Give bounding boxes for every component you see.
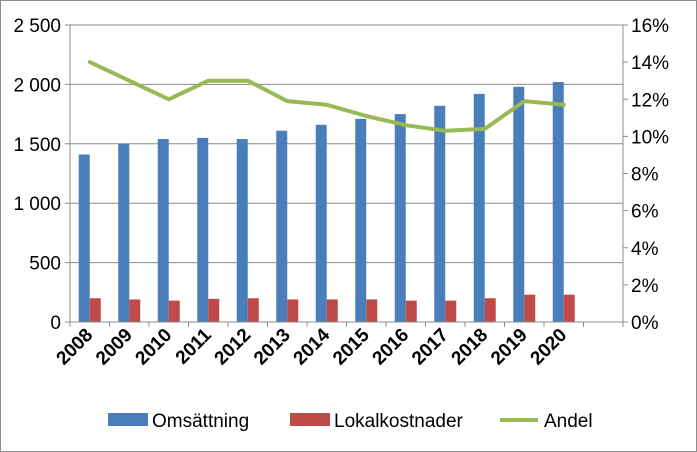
y-right-tick-label: 16%	[631, 16, 669, 37]
bar-omsättning	[197, 137, 209, 322]
y-axis-right-ticks: 0% 2% 4% 6% 8% 10% 12% 14% 16%	[631, 16, 669, 334]
y-right-tick-label: 4%	[631, 239, 659, 260]
x-axis-ticks: 2008200920102011201220132014201520162017…	[53, 324, 572, 369]
y-left-tick-label: 0	[50, 313, 61, 334]
bar-lokalkostnader	[129, 299, 141, 322]
y-left-tick-label: 500	[29, 254, 61, 275]
bar-omsättning	[157, 139, 169, 322]
bar-lokalkostnader	[287, 299, 299, 322]
bar-lokalkostnader	[366, 299, 378, 322]
line-series	[87, 60, 566, 133]
bar-lokalkostnader	[524, 294, 536, 322]
x-tick-label: 2013	[250, 325, 295, 370]
bar-omsättning	[394, 114, 406, 322]
bar-lokalkostnader	[247, 298, 259, 322]
y-right-tick-label: 12%	[631, 90, 669, 111]
bar-omsättning	[315, 124, 327, 323]
bar-lokalkostnader	[484, 298, 496, 322]
bar-omsättning	[276, 130, 288, 322]
line-andel	[87, 60, 566, 133]
y-left-tick-label: 1 500	[13, 135, 61, 156]
x-tick-label: 2015	[329, 324, 374, 369]
bar-lokalkostnader	[445, 300, 457, 322]
gridlines	[70, 24, 623, 264]
y-right-tick-label: 2%	[631, 276, 659, 297]
y-axis-left-ticks: 0 500 1 000 1 500 2 000 2 500	[13, 16, 61, 334]
legend-label: Omsättning	[152, 411, 249, 432]
bar-omsättning	[236, 139, 248, 322]
x-tick-label: 2020	[527, 325, 572, 370]
x-tick-label: 2011	[172, 324, 216, 368]
bar-omsättning	[434, 105, 446, 322]
axes	[65, 24, 628, 327]
legend-label: Lokalkostnader	[334, 411, 464, 432]
bar-omsättning	[355, 118, 367, 323]
y-right-tick-label: 6%	[631, 202, 659, 223]
bar-omsättning	[513, 86, 525, 322]
legend-swatch	[290, 413, 330, 426]
x-tick-label: 2018	[448, 325, 493, 370]
bar-omsättning	[473, 93, 485, 323]
x-tick-label: 2009	[92, 325, 137, 370]
x-tick-label: 2014	[290, 324, 335, 369]
bar-lokalkostnader	[405, 300, 417, 322]
x-tick-label: 2016	[369, 325, 414, 370]
y-left-tick-label: 2 000	[13, 75, 61, 96]
bar-lokalkostnader	[89, 298, 101, 322]
bars	[78, 82, 575, 323]
bar-lokalkostnader	[208, 298, 220, 322]
legend-label: Andel	[544, 411, 593, 432]
bar-omsättning	[118, 143, 130, 322]
bar-lokalkostnader	[326, 299, 338, 322]
bar-lokalkostnader	[563, 294, 575, 322]
y-left-tick-label: 1 000	[13, 194, 61, 215]
legend: Omsättning Lokalkostnader Andel	[108, 411, 593, 432]
y-right-tick-label: 0%	[631, 313, 659, 334]
x-tick-label: 2017	[408, 325, 453, 370]
x-tick-label: 2019	[487, 325, 532, 370]
y-right-tick-label: 8%	[631, 165, 659, 186]
bar-omsättning	[552, 82, 564, 322]
bar-omsättning	[78, 154, 90, 322]
y-left-tick-label: 2 500	[13, 16, 61, 37]
y-right-tick-label: 10%	[631, 127, 669, 148]
x-tick-label: 2012	[211, 325, 256, 370]
x-tick-label: 2010	[132, 325, 177, 370]
legend-swatch	[108, 413, 148, 426]
y-right-tick-label: 14%	[631, 53, 669, 74]
bar-lokalkostnader	[168, 300, 180, 322]
